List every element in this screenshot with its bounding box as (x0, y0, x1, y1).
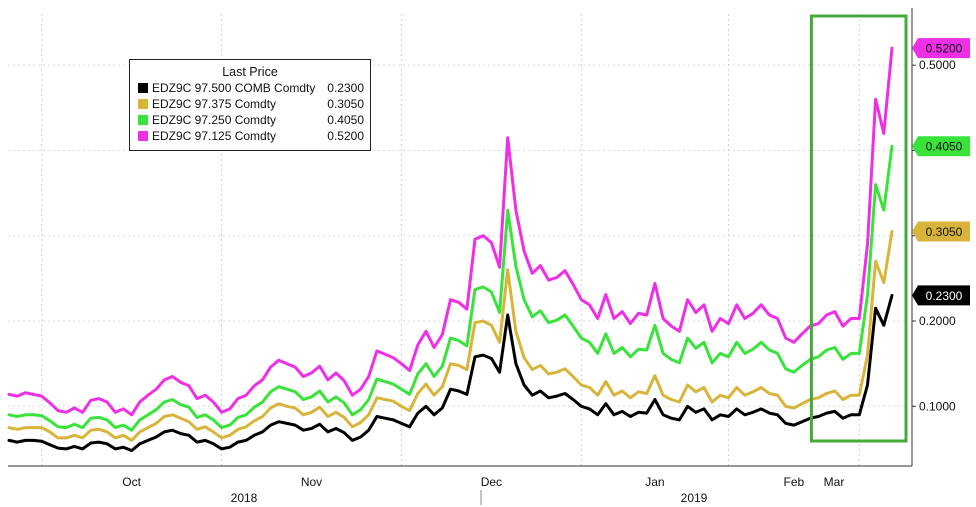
x-tick-label-2: Dec (481, 475, 502, 489)
y-tick-label-0: 0.1000 (919, 399, 956, 413)
highlight-box (809, 14, 908, 443)
badge-bg-4 (912, 38, 970, 59)
legend-value-1: 0.2300 (327, 80, 364, 95)
legend-title: Last Price (222, 65, 278, 79)
legend-swatch-4 (138, 130, 148, 141)
legend-entry-2: EDZ9C 97.375 Comdty 0.3050 (138, 96, 364, 111)
legend-name-3: EDZ9C 97.250 Comdty (152, 112, 277, 127)
legend-entry-3: EDZ9C 97.250 Comdty 0.4050 (138, 112, 364, 127)
legend-name-2: EDZ9C 97.375 Comdty (152, 96, 277, 111)
legend-swatch-2 (138, 98, 148, 109)
legend-value-2: 0.3050 (327, 96, 364, 111)
x-tick-label-5: Mar (824, 475, 845, 489)
series-line-4 (7, 46, 894, 417)
last-value-badge-4: 0.5200 (912, 38, 970, 59)
y-tick-label-1: 0.2000 (919, 314, 956, 328)
legend-swatch-1 (138, 82, 148, 93)
highlight-layer (809, 14, 908, 443)
last-value-badge-3: 0.4050 (912, 136, 970, 157)
series-line-3 (7, 144, 894, 432)
x-tick-label-0: Oct (122, 475, 141, 489)
grid-lines (8, 14, 908, 466)
badge-bg-3 (912, 136, 970, 157)
legend-value-3: 0.4050 (327, 112, 364, 127)
last-value-badge-2: 0.3050 (912, 221, 970, 242)
legend-entry-4: EDZ9C 97.125 Comdty 0.5200 (138, 128, 364, 143)
series-line-1 (7, 293, 894, 453)
x-tick-label-3: Jan (645, 475, 664, 489)
badge-bg-2 (912, 221, 970, 242)
legend: Last Price EDZ9C 97.500 COMB Comdty 0.23… (129, 59, 371, 151)
series-layer (7, 46, 894, 453)
last-value-badge-1: 0.2300 (912, 285, 970, 306)
badge-label-3: 0.4050 (926, 140, 963, 154)
x-tick-label-1: Nov (301, 475, 322, 489)
legend-swatch-3 (138, 114, 148, 125)
legend-entry-1: EDZ9C 97.500 COMB Comdty 0.2300 (138, 80, 364, 95)
badge-label-1: 0.2300 (926, 289, 963, 303)
x-year-label-0: 2018 (231, 491, 258, 505)
badge-label-4: 0.5200 (926, 42, 963, 56)
last-value-badges: 0.2300 0.3050 0.4050 0.5200 (912, 38, 970, 306)
badge-bg-1 (912, 285, 970, 306)
legend-name-4: EDZ9C 97.125 Comdty (152, 128, 277, 143)
y-tick-label-4: 0.5000 (919, 58, 956, 72)
x-year-label-1: 2019 (681, 491, 708, 505)
x-tick-label-4: Feb (784, 475, 805, 489)
legend-name-1: EDZ9C 97.500 COMB Comdty (152, 80, 316, 95)
legend-value-4: 0.5200 (327, 128, 364, 143)
badge-label-2: 0.3050 (926, 225, 963, 239)
series-line-2 (7, 230, 894, 442)
